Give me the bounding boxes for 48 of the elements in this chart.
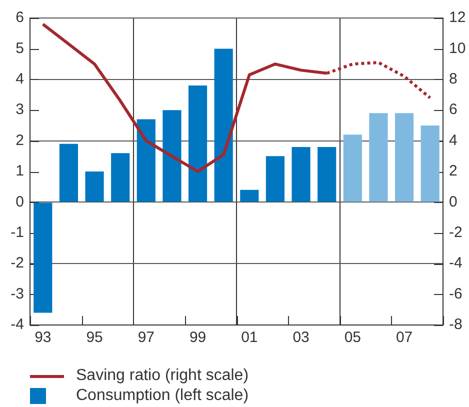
y2-tick-label: 0 <box>449 193 458 210</box>
legend-label: Consumption (left scale) <box>76 386 249 406</box>
y2-tick-label: 12 <box>449 9 466 26</box>
bar <box>188 86 208 202</box>
y-tick-label: 3 <box>16 101 24 118</box>
bar <box>214 48 233 202</box>
y-tick-label: 0 <box>16 193 24 210</box>
y-tick-label: -2 <box>10 254 24 272</box>
y-tick-label: -1 <box>10 224 24 242</box>
bar <box>240 190 259 202</box>
y2-tick-label: -6 <box>449 285 462 302</box>
y2-tick-label: -4 <box>449 254 462 272</box>
y2-tick-label: 4 <box>449 132 458 149</box>
bar <box>34 202 52 313</box>
x-tick-label: 01 <box>241 329 258 346</box>
y2-tick-label: 8 <box>449 70 458 88</box>
y-tick-label: 2 <box>16 132 24 149</box>
bar <box>59 144 78 202</box>
legend-label: Saving ratio (right scale) <box>76 366 249 386</box>
bar <box>318 146 336 202</box>
bar <box>136 119 156 202</box>
y2-tick-label: 2 <box>449 162 458 180</box>
x-tick-label: 93 <box>34 329 52 346</box>
bar <box>266 156 285 202</box>
x-tick-label: 07 <box>396 329 413 346</box>
bar <box>162 110 182 202</box>
bar <box>343 134 362 202</box>
x-tick-label: 03 <box>292 329 310 346</box>
y-tick-label: -4 <box>10 316 24 334</box>
x-tick-label: 05 <box>344 329 361 346</box>
bar <box>85 172 104 202</box>
x-tick-label: 97 <box>138 329 154 346</box>
y2-tick-label: -8 <box>449 316 462 334</box>
x-tick-label: 95 <box>86 329 103 346</box>
bar <box>394 113 414 202</box>
bar <box>111 153 130 202</box>
bar <box>369 113 388 202</box>
y2-tick-label: 10 <box>449 40 466 57</box>
bar <box>420 125 440 202</box>
y2-tick-label: 6 <box>449 101 458 118</box>
bar <box>292 146 310 202</box>
y-tick-label: 5 <box>16 40 24 57</box>
y-tick-label: 1 <box>16 162 24 180</box>
y-tick-label: -3 <box>10 285 24 302</box>
x-tick-label: 99 <box>189 329 206 346</box>
y-tick-label: 4 <box>16 70 24 88</box>
y2-tick-label: -2 <box>449 224 462 242</box>
y-tick-label: 6 <box>16 9 24 26</box>
